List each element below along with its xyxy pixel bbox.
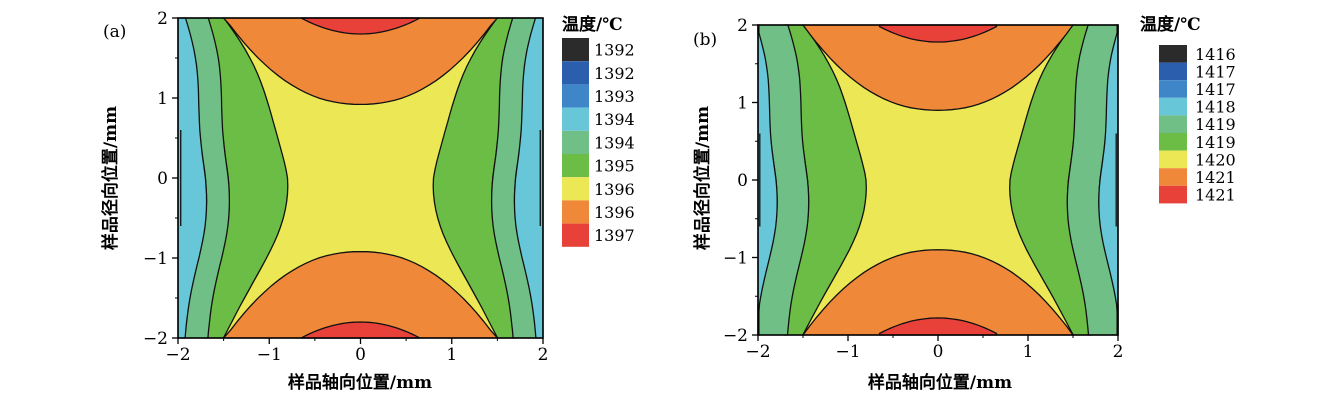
panel-a-legend-label: 1393 — [594, 87, 635, 106]
panel-a-label: (a) — [103, 22, 126, 42]
panel-a-region-red-bottom — [300, 321, 421, 339]
panel-b-y-tick-label: −1 — [723, 249, 748, 269]
panel-b-x-tick-label: −1 — [835, 342, 860, 362]
panel-a-legend-label: 1392 — [594, 41, 635, 60]
panel-b-legend-label: 1420 — [1195, 150, 1236, 169]
panel-b-x-tick-label: 2 — [1113, 342, 1124, 362]
panel-a-region-red-top — [300, 17, 421, 35]
panel-b-y-tick-label: 1 — [737, 94, 748, 114]
panel-a-legend-label: 1392 — [594, 64, 635, 83]
panel-a-legend-swatch — [562, 130, 589, 154]
panel-b-y-tick-label: −2 — [723, 326, 748, 346]
panel-a-legend-title: 温度/℃ — [562, 14, 623, 35]
panel-a-legend-label: 1394 — [594, 133, 635, 152]
panel-a-legend-swatch — [562, 200, 589, 224]
panel-a-legend-swatch — [562, 177, 589, 201]
panel-b-legend-swatch — [1159, 150, 1187, 169]
panel-b-label: (b) — [693, 30, 717, 50]
panel-b-region-red-top — [878, 24, 998, 43]
panel-a-legend-swatch — [562, 107, 589, 131]
panel-b-legend-swatch — [1159, 115, 1187, 133]
panel-a-y-tick-label: 1 — [157, 89, 168, 109]
panel-b-legend-swatch — [1159, 185, 1187, 204]
panel-b-legend-swatch — [1159, 62, 1187, 81]
panel-b-legend-swatch — [1159, 133, 1187, 151]
panel-a-x-axis-title: 样品轴向位置/mm — [288, 372, 432, 393]
panel-b-legend-label: 1417 — [1195, 80, 1236, 99]
panel-a-y-tick-label: −2 — [143, 329, 168, 349]
panel-b-legend-label: 1421 — [1195, 168, 1236, 187]
panel-b-y-tick-label: 2 — [737, 16, 748, 36]
panel-b: −2−2−1−100112214161417141714181419141914… — [692, 14, 1236, 393]
panel-a-y-tick-label: 2 — [157, 9, 168, 29]
panel-b-legend-label: 1419 — [1195, 133, 1236, 152]
panel-b-y-tick-label: 0 — [737, 171, 748, 191]
panel-b-region-orange-bottom — [801, 249, 1075, 336]
panel-a-legend-swatch — [562, 84, 589, 108]
panel-b-region-red-bottom — [878, 317, 998, 336]
panel-b-legend-label: 1421 — [1195, 186, 1236, 205]
panel-a-legend-swatch — [562, 223, 589, 247]
panel-a-legend-label: 1396 — [594, 203, 635, 222]
panel-a-region-orange-top — [222, 17, 499, 106]
panel-b-legend-swatch — [1159, 168, 1187, 186]
panel-a-legend-swatch — [562, 38, 589, 62]
panel-a-x-tick-label: −1 — [257, 345, 282, 365]
panel-a-x-tick-label: 2 — [538, 345, 549, 365]
panel-a-legend-label: 1394 — [594, 110, 635, 129]
panel-b-legend-swatch — [1159, 45, 1187, 63]
panel-b-x-tick-label: 0 — [933, 342, 944, 362]
panel-b-y-axis-title: 样品径向位置/mm — [692, 106, 713, 250]
panel-b-legend-label: 1417 — [1195, 62, 1236, 81]
panel-a-legend-label: 1396 — [594, 180, 635, 199]
panel-a-legend-swatch — [562, 61, 589, 85]
panel-a-y-tick-label: 0 — [157, 169, 168, 189]
panel-a-x-tick-label: 0 — [355, 345, 366, 365]
panel-b-legend-swatch — [1159, 97, 1187, 116]
panel-a-legend-swatch — [562, 154, 589, 178]
panel-a: −2−2 −1 −1 0 0 1 1 2 2 1392 1392 1393 1394 1394 1395 13… — [100, 9, 635, 393]
panel-a-x-tick-label: 1 — [446, 345, 457, 365]
panel-a-legend-label: 1397 — [594, 226, 635, 245]
panel-a-legend-label: 1395 — [594, 157, 635, 176]
panel-b-x-tick-label: −2 — [745, 342, 770, 362]
panel-a-y-tick-label: −1 — [143, 249, 168, 269]
panel-b-legend-label: 1418 — [1195, 98, 1236, 117]
panel-a-region-orange-bottom — [222, 250, 499, 339]
panel-b-legend-label: 1416 — [1195, 45, 1236, 64]
panel-b-legend-swatch — [1159, 80, 1187, 98]
panel-a-x-tick-label: −2 — [165, 345, 190, 365]
panel-b-legend-label: 1419 — [1195, 115, 1236, 134]
panel-a-y-axis-title: 样品径向位置/mm — [100, 106, 121, 250]
panel-b-legend-title: 温度/℃ — [1140, 14, 1201, 35]
panel-b-x-axis-title: 样品轴向位置/mm — [868, 372, 1012, 393]
panel-b-x-tick-label: 1 — [1023, 342, 1034, 362]
panel-b-region-orange-top — [801, 24, 1075, 111]
